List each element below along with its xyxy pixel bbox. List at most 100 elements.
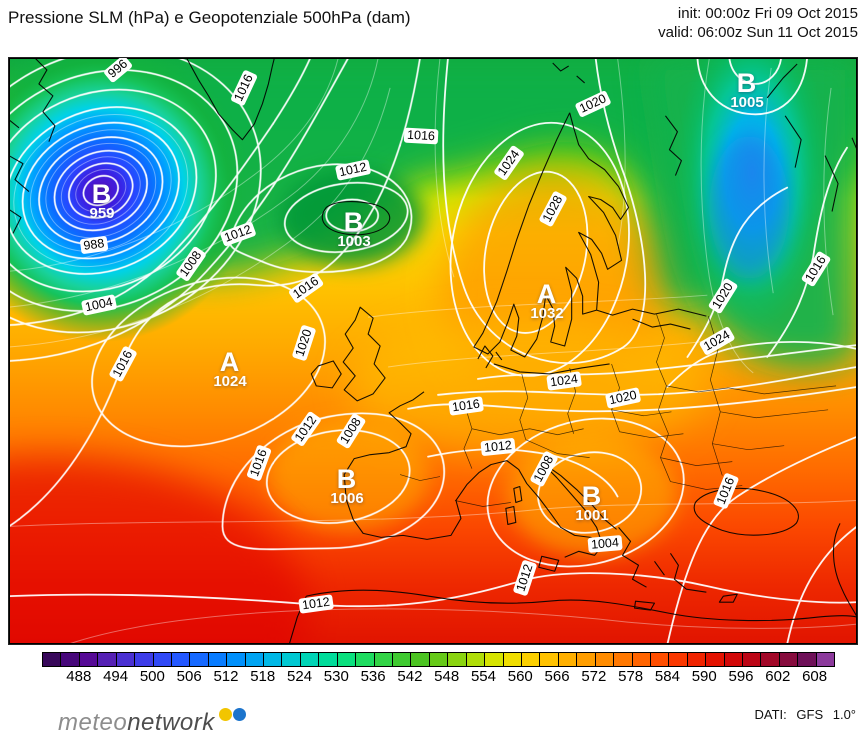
colorbar-cell bbox=[337, 653, 357, 666]
colorbar-cell bbox=[558, 653, 578, 666]
colorbar-cell bbox=[650, 653, 670, 666]
colorbar-tick-label: 566 bbox=[544, 668, 570, 685]
colorbar bbox=[42, 652, 835, 667]
pressure-center-letter: B bbox=[736, 68, 758, 98]
page-title: Pressione SLM (hPa) e Geopotenziale 500h… bbox=[8, 8, 411, 27]
colorbar-tick-label: 584 bbox=[654, 668, 680, 685]
weather-map: 996 1016 1012 1016 1024 1028 1020 988 1012 1008 10… bbox=[8, 57, 858, 645]
colorbar-cell bbox=[595, 653, 615, 666]
pressure-center-value: 1001 bbox=[575, 507, 609, 524]
pressure-center-value: 959 bbox=[89, 205, 115, 222]
colorbar-cell bbox=[61, 653, 80, 666]
data-source-label: DATI: GFS 1.0° bbox=[754, 707, 856, 722]
colorbar-cell bbox=[171, 653, 191, 666]
colorbar-tick-label: 518 bbox=[250, 668, 276, 685]
pressure-center-letter: B bbox=[91, 179, 113, 209]
pressure-center-value: 1005 bbox=[730, 94, 764, 111]
colorbar-cell bbox=[116, 653, 136, 666]
colorbar-cell bbox=[319, 653, 338, 666]
colorbar-cell bbox=[540, 653, 559, 666]
colorbar-cell bbox=[743, 653, 762, 666]
colorbar-tick-label: 596 bbox=[728, 668, 754, 685]
colorbar-cell bbox=[245, 653, 265, 666]
valid-time: valid: 06:00z Sun 11 Oct 2015 bbox=[658, 24, 858, 41]
colorbar-tick-label: 506 bbox=[176, 668, 202, 685]
meteonetwork-logo: meteonetwork bbox=[58, 700, 246, 737]
colorbar-tick-label: 554 bbox=[470, 668, 496, 685]
colorbar-cell bbox=[503, 653, 522, 666]
pressure-center-letter: B bbox=[343, 207, 365, 237]
pressure-center-letter: B bbox=[581, 481, 603, 511]
logo-text-meteo: meteo bbox=[58, 709, 128, 736]
pressure-center-letter: B bbox=[336, 464, 358, 494]
init-time: init: 00:00z Fri 09 Oct 2015 bbox=[677, 5, 858, 22]
colorbar-cell bbox=[724, 653, 744, 666]
colorbar-tick-label: 500 bbox=[139, 668, 165, 685]
coastlines bbox=[9, 58, 857, 644]
country-borders bbox=[399, 314, 837, 507]
pressure-center-value: 1024 bbox=[213, 373, 247, 390]
colorbar-cell bbox=[153, 653, 172, 666]
colorbar-cell bbox=[356, 653, 375, 666]
pressure-center-a-1032: A 1032 bbox=[530, 279, 564, 322]
colorbar-cell bbox=[614, 653, 633, 666]
colorbar-cell bbox=[429, 653, 449, 666]
colorbar-cell bbox=[485, 653, 504, 666]
colorbar-cell bbox=[669, 653, 688, 666]
colorbar-cell bbox=[761, 653, 780, 666]
colorbar-tick-label: 572 bbox=[581, 668, 607, 685]
colorbar-tick-label: 530 bbox=[323, 668, 349, 685]
pressure-center-b-959: B 959 bbox=[89, 179, 115, 222]
colorbar-cell bbox=[135, 653, 154, 666]
colorbar-cell bbox=[466, 653, 486, 666]
colorbar-tick-label: 536 bbox=[360, 668, 386, 685]
colorbar-cell bbox=[374, 653, 394, 666]
colorbar-cell bbox=[300, 653, 320, 666]
colorbar-cell bbox=[687, 653, 707, 666]
colorbar-tick-label: 488 bbox=[66, 668, 92, 685]
colorbar-tick-label: 512 bbox=[213, 668, 239, 685]
logo-dots bbox=[218, 700, 246, 728]
pressure-center-letter: A bbox=[536, 279, 558, 309]
colorbar-tick-label: 542 bbox=[397, 668, 423, 685]
colorbar-labels: 488 494 500 506 512 518 524 530 536 542 548 554 560 5… bbox=[42, 668, 833, 686]
pressure-center-b-1005: B 1005 bbox=[730, 68, 764, 111]
colorbar-cell bbox=[448, 653, 467, 666]
colorbar-tick-label: 494 bbox=[103, 668, 129, 685]
pressure-center-b-1003: B 1003 bbox=[337, 207, 371, 250]
colorbar-tick-label: 608 bbox=[802, 668, 828, 685]
colorbar-tick-label: 590 bbox=[691, 668, 717, 685]
colorbar-cell bbox=[190, 653, 209, 666]
pressure-center-letter: A bbox=[219, 347, 241, 377]
pressure-center-b-1006: B 1006 bbox=[330, 464, 364, 507]
colorbar-cell bbox=[816, 653, 835, 666]
weather-map-graphic bbox=[9, 58, 857, 644]
colorbar-cell bbox=[264, 653, 283, 666]
colorbar-cell bbox=[779, 653, 799, 666]
pressure-centers: B 959 B 1003 B 1005 A 1032 A 1024 B 1006 B 1001 bbox=[9, 58, 857, 644]
colorbar-cell bbox=[79, 653, 99, 666]
pressure-center-value: 1006 bbox=[330, 490, 364, 507]
logo-text-network: network bbox=[127, 709, 215, 736]
colorbar-cell bbox=[411, 653, 430, 666]
colorbar-tick-label: 524 bbox=[287, 668, 313, 685]
colorbar-cell bbox=[521, 653, 541, 666]
colorbar-cell bbox=[798, 653, 817, 666]
colorbar-cell bbox=[577, 653, 596, 666]
colorbar-cell bbox=[98, 653, 117, 666]
colorbar-cell bbox=[43, 653, 62, 666]
colorbar-cell bbox=[208, 653, 228, 666]
pressure-center-value: 1032 bbox=[530, 305, 564, 322]
logo-dot-yellow bbox=[218, 708, 232, 721]
geopotential-thin-contours bbox=[9, 58, 857, 644]
colorbar-tick-label: 578 bbox=[618, 668, 644, 685]
colorbar-cell bbox=[282, 653, 301, 666]
colorbar-tick-label: 548 bbox=[434, 668, 460, 685]
model-run-info: init: 00:00z Fri 09 Oct 2015 valid: 06:0… bbox=[658, 4, 858, 42]
colorbar-cell bbox=[706, 653, 725, 666]
pressure-center-b-1001: B 1001 bbox=[575, 481, 609, 524]
colorbar-tick-label: 602 bbox=[765, 668, 791, 685]
pressure-center-value: 1003 bbox=[337, 233, 371, 250]
colorbar-cell bbox=[393, 653, 412, 666]
colorbar-cell bbox=[227, 653, 246, 666]
